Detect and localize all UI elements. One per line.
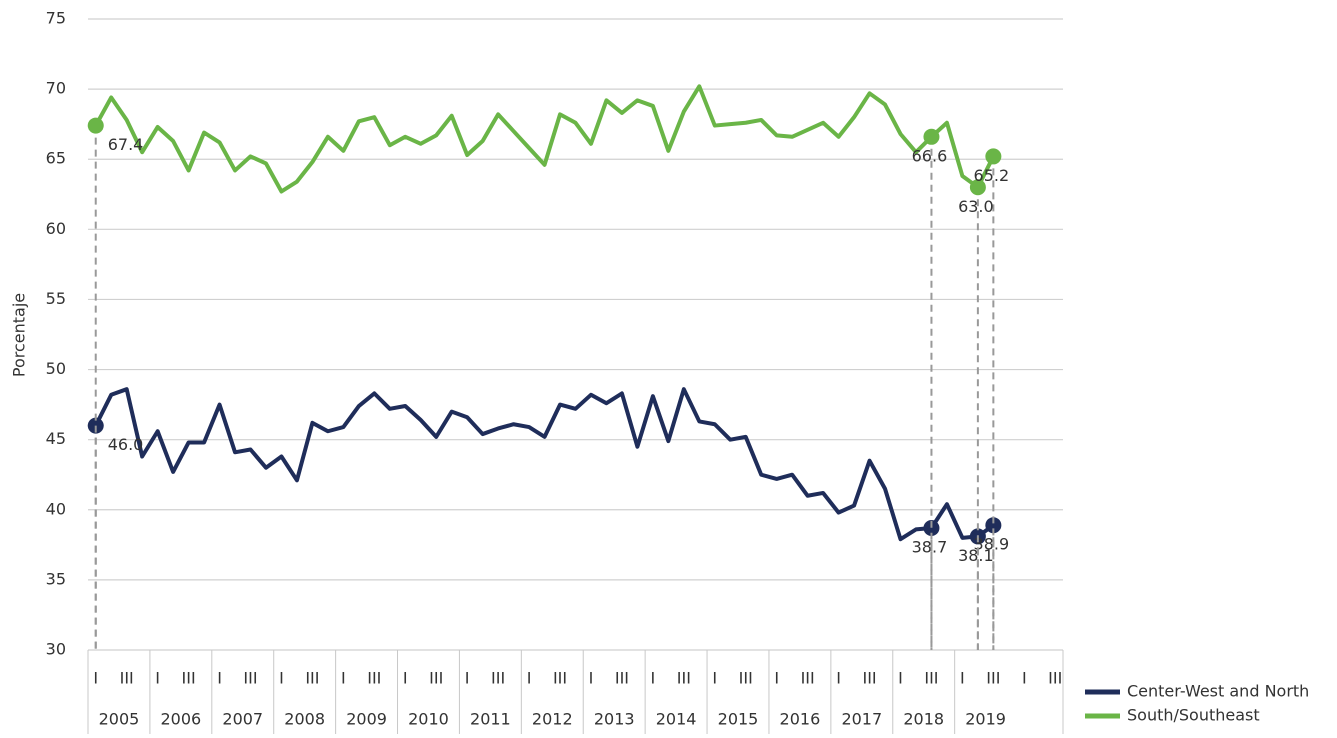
x-tick-label: III [924, 669, 938, 688]
series-line [93, 84, 996, 194]
x-tick-label: I [898, 669, 903, 688]
x-tick-label: III [367, 669, 381, 688]
y-tick-label: 65 [46, 149, 66, 168]
point-marker [969, 179, 986, 196]
x-tick-label: I [217, 669, 222, 688]
x-tick-label: I [960, 669, 965, 688]
y-tick-label: 50 [46, 359, 66, 378]
y-tick-label: 45 [46, 429, 66, 448]
x-tick-label: I [712, 669, 717, 688]
value-label: 38.1 [958, 546, 994, 565]
x-tick-label: III [182, 669, 196, 688]
x-tick-label: I [155, 669, 160, 688]
value-label: 67.4 [108, 135, 144, 154]
x-tick-label: III [305, 669, 319, 688]
x-tick-label: I [93, 669, 98, 688]
point-marker [923, 128, 940, 145]
y-tick-label: 40 [46, 499, 66, 518]
value-label: 38.7 [912, 538, 948, 557]
x-tick-label: I [527, 669, 532, 688]
x-tick-label: III [801, 669, 815, 688]
year-label: 2008 [284, 710, 325, 729]
x-tick-label: I [341, 669, 346, 688]
value-label: 65.2 [974, 166, 1010, 185]
x-tick-label: III [677, 669, 691, 688]
point-marker [985, 517, 1002, 534]
y-tick-label: 35 [46, 569, 66, 588]
year-label: 2014 [656, 710, 697, 729]
x-tick-label: III [615, 669, 629, 688]
x-tick-label: III [739, 669, 753, 688]
year-label: 2015 [718, 710, 759, 729]
year-label: 2017 [841, 710, 882, 729]
x-tick-label: I [651, 669, 656, 688]
year-label: 2012 [532, 710, 573, 729]
legend-label: Center-West and North [1127, 682, 1309, 701]
year-label: 2019 [965, 710, 1006, 729]
value-label: 38.9 [974, 535, 1010, 554]
x-tick-label: III [120, 669, 134, 688]
x-tick-label: III [243, 669, 257, 688]
year-label: 2006 [160, 710, 201, 729]
x-tick-label: III [1048, 669, 1062, 688]
year-label: 2007 [222, 710, 263, 729]
value-label: 46.0 [108, 435, 144, 454]
value-label: 63.0 [958, 197, 994, 216]
y-tick-label: 75 [46, 9, 66, 28]
x-tick-label: III [862, 669, 876, 688]
year-label: 2011 [470, 710, 511, 729]
y-tick-label: 60 [46, 219, 66, 238]
point-marker [923, 520, 940, 537]
series-line [93, 387, 995, 542]
x-tick-label: I [774, 669, 779, 688]
x-tick-label: I [1022, 669, 1027, 688]
year-label: 2009 [346, 710, 387, 729]
year-label: 2013 [594, 710, 635, 729]
y-tick-label: 70 [46, 79, 66, 98]
y-axis-label: Porcentaje [10, 293, 29, 377]
x-tick-label: III [553, 669, 567, 688]
year-label: 2010 [408, 710, 449, 729]
x-tick-label: I [279, 669, 284, 688]
x-tick-label: I [403, 669, 408, 688]
year-label: 2005 [99, 710, 140, 729]
x-tick-label: III [986, 669, 1000, 688]
legend-label: South/Southeast [1127, 706, 1260, 725]
y-tick-label: 30 [46, 640, 66, 659]
x-tick-label: III [491, 669, 505, 688]
y-tick-label: 55 [46, 289, 66, 308]
x-tick-label: I [836, 669, 841, 688]
x-tick-label: I [589, 669, 594, 688]
point-marker [87, 117, 104, 134]
year-label: 2016 [780, 710, 821, 729]
x-tick-label: I [465, 669, 470, 688]
value-label: 66.6 [912, 146, 948, 165]
point-marker [985, 148, 1002, 165]
x-tick-label: III [429, 669, 443, 688]
year-label: 2018 [903, 710, 944, 729]
